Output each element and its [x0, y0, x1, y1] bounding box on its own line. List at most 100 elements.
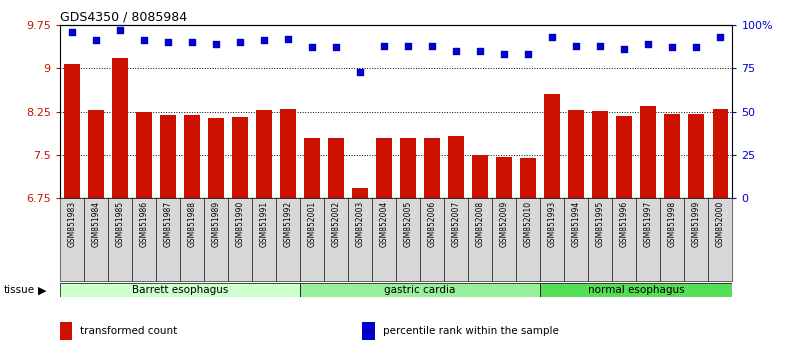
Bar [544, 94, 560, 198]
Point [233, 39, 246, 45]
Text: GSM851996: GSM851996 [620, 201, 629, 247]
Bar [568, 110, 584, 198]
Bar [468, 198, 492, 281]
Bar [472, 155, 488, 198]
Text: GSM851992: GSM851992 [283, 201, 292, 247]
Text: GSM851988: GSM851988 [187, 201, 197, 247]
Bar [112, 58, 127, 198]
Bar [496, 156, 512, 198]
Bar [184, 115, 200, 198]
Bar [304, 138, 320, 198]
Text: normal esophagus: normal esophagus [588, 285, 685, 295]
Point [209, 41, 222, 47]
Bar [156, 198, 180, 281]
Text: GSM851985: GSM851985 [115, 201, 124, 247]
Text: GSM852009: GSM852009 [500, 201, 509, 247]
Point [65, 29, 78, 35]
Text: GSM851983: GSM851983 [67, 201, 76, 247]
Bar [400, 138, 416, 198]
Point [690, 45, 703, 50]
Bar [352, 188, 368, 198]
Point [666, 45, 679, 50]
Text: GSM851997: GSM851997 [644, 201, 653, 247]
Bar [276, 198, 300, 281]
Text: GSM852007: GSM852007 [451, 201, 461, 247]
Text: GSM852003: GSM852003 [356, 201, 365, 247]
Bar [300, 198, 324, 281]
Bar [612, 198, 636, 281]
Bar [348, 198, 372, 281]
Text: GSM851991: GSM851991 [259, 201, 268, 247]
Bar [88, 110, 103, 198]
Text: GSM852004: GSM852004 [380, 201, 388, 247]
Bar [564, 198, 588, 281]
Point [642, 41, 654, 47]
Text: tissue: tissue [4, 285, 35, 295]
Text: GSM851998: GSM851998 [668, 201, 677, 247]
Bar [689, 114, 704, 198]
Bar [324, 198, 348, 281]
Point [353, 69, 366, 74]
Bar [685, 198, 708, 281]
Point [450, 48, 462, 53]
Bar [420, 198, 444, 281]
Text: GSM852010: GSM852010 [524, 201, 533, 247]
Bar [660, 198, 685, 281]
Bar [60, 198, 84, 281]
Bar [396, 198, 420, 281]
Bar [372, 198, 396, 281]
Point [138, 38, 150, 43]
Text: GDS4350 / 8085984: GDS4350 / 8085984 [60, 11, 187, 24]
Bar [107, 198, 132, 281]
Text: GSM852001: GSM852001 [307, 201, 317, 247]
Text: GSM852005: GSM852005 [404, 201, 412, 247]
Bar [300, 283, 540, 297]
Bar [616, 115, 632, 198]
Text: GSM852000: GSM852000 [716, 201, 725, 247]
Bar [540, 283, 732, 297]
Point [546, 34, 559, 40]
Text: GSM851986: GSM851986 [139, 201, 148, 247]
Point [377, 43, 390, 48]
Point [474, 48, 486, 53]
Bar [84, 198, 107, 281]
Bar [280, 109, 296, 198]
Point [521, 51, 534, 57]
Text: GSM852008: GSM852008 [475, 201, 485, 247]
Point [162, 39, 174, 45]
Bar [252, 198, 276, 281]
Point [426, 43, 439, 48]
Bar [180, 198, 204, 281]
Bar [132, 198, 156, 281]
Bar [328, 138, 344, 198]
Text: Barrett esophagus: Barrett esophagus [131, 285, 228, 295]
Point [402, 43, 415, 48]
Bar [516, 198, 540, 281]
Text: GSM852002: GSM852002 [331, 201, 341, 247]
Bar [636, 198, 660, 281]
Bar [424, 138, 440, 198]
Bar [228, 198, 252, 281]
Bar [492, 198, 516, 281]
Bar [60, 283, 300, 297]
Point [113, 27, 126, 33]
Bar [232, 117, 248, 198]
Text: GSM851984: GSM851984 [92, 201, 100, 247]
Text: GSM851999: GSM851999 [692, 201, 700, 247]
Bar [641, 106, 656, 198]
Bar [592, 111, 608, 198]
Text: percentile rank within the sample: percentile rank within the sample [383, 326, 559, 336]
Text: gastric cardia: gastric cardia [384, 285, 456, 295]
Bar [256, 110, 271, 198]
Bar [708, 198, 732, 281]
Bar [588, 198, 612, 281]
Bar [204, 198, 228, 281]
Point [498, 51, 510, 57]
Text: GSM851993: GSM851993 [548, 201, 556, 247]
Bar [540, 198, 564, 281]
Bar [521, 158, 536, 198]
Point [258, 38, 271, 43]
Bar [665, 114, 680, 198]
Bar [448, 136, 464, 198]
Point [89, 38, 102, 43]
